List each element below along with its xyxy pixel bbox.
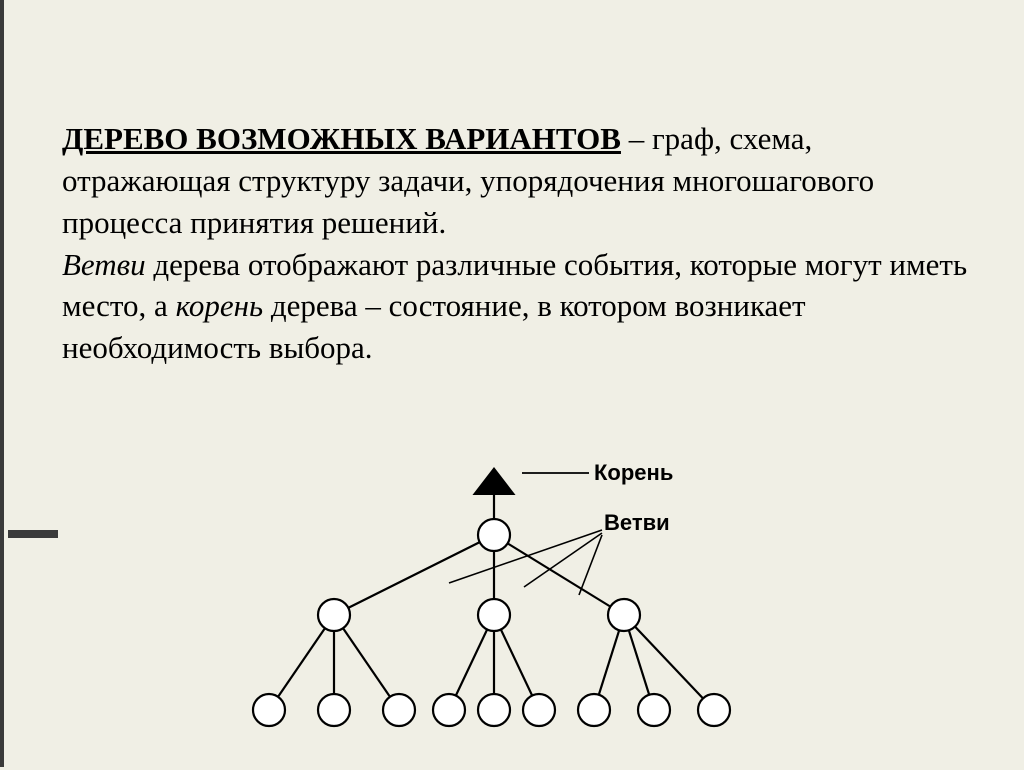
branches-word: Ветви	[62, 247, 146, 282]
title: ДЕРЕВО ВОЗМОЖНЫХ ВАРИАНТОВ	[62, 121, 621, 156]
accent-bar	[8, 530, 58, 538]
tree-diagram: Корень Ветви	[184, 455, 804, 765]
root-label: Корень	[594, 460, 673, 486]
root-word: корень	[176, 288, 264, 323]
tree-svg	[184, 455, 804, 765]
definition-text: ДЕРЕВО ВОЗМОЖНЫХ ВАРИАНТОВ – граф, схема…	[62, 118, 982, 369]
branches-label: Ветви	[604, 510, 670, 536]
